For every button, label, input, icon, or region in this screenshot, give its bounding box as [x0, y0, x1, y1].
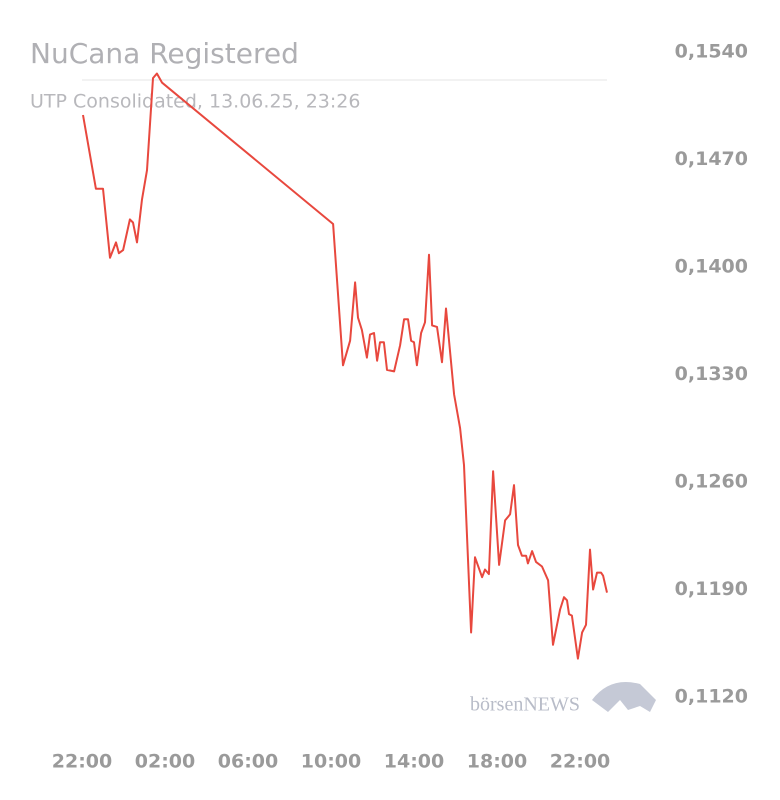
y-tick-label: 0,1120: [675, 686, 748, 708]
x-tick-label: 14:00: [384, 751, 444, 773]
chart-title: NuCana Registered: [30, 37, 299, 70]
x-tick-label: 10:00: [301, 751, 361, 773]
chart-subtitle: UTP Consolidated, 13.06.25, 23:26: [30, 91, 360, 113]
y-tick-label: 0,1330: [675, 363, 748, 385]
y-tick-label: 0,1260: [675, 471, 748, 493]
x-tick-label: 18:00: [467, 751, 527, 773]
y-tick-label: 0,1470: [675, 148, 748, 170]
x-tick-label: 22:00: [52, 751, 112, 773]
y-tick-label: 0,1190: [675, 578, 748, 600]
y-tick-label: 0,1400: [675, 256, 748, 278]
x-tick-label: 22:00: [550, 751, 610, 773]
x-tick-label: 02:00: [135, 751, 195, 773]
watermark: börsenNEWS: [470, 694, 580, 716]
price-line: [82, 72, 608, 660]
watermark-group: börsenNEWS: [470, 682, 656, 716]
x-tick-label: 06:00: [218, 751, 278, 773]
y-tick-label: 0,1540: [675, 41, 748, 63]
watermark-logo: [592, 682, 656, 712]
